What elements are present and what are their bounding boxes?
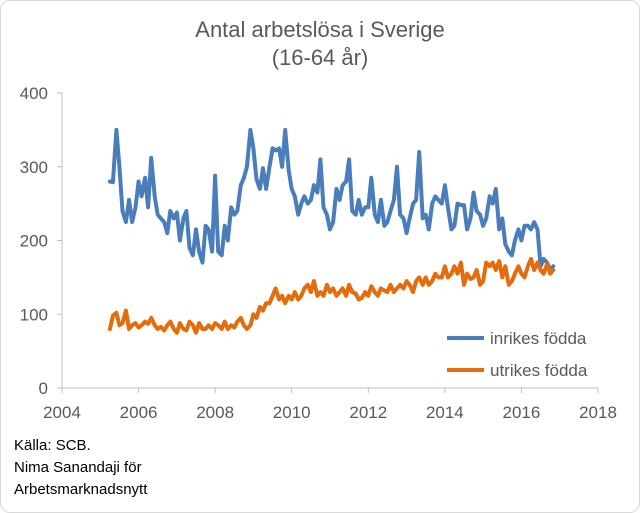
y-tick-label: 300 bbox=[20, 158, 48, 177]
x-tick-label: 2008 bbox=[196, 403, 234, 422]
y-tick-label: 0 bbox=[39, 379, 48, 398]
x-tick-label: 2004 bbox=[43, 403, 81, 422]
chart-title: Antal arbetslösa i Sverige bbox=[195, 17, 445, 42]
x-tick-label: 2016 bbox=[503, 403, 541, 422]
x-tick-label: 2014 bbox=[426, 403, 464, 422]
series-line-utrikes bbox=[107, 256, 556, 335]
y-tick-label: 400 bbox=[20, 84, 48, 103]
legend-item-utrikes-label: utrikes födda bbox=[490, 361, 588, 380]
x-tick-label: 2006 bbox=[120, 403, 158, 422]
source-line-3: Arbetsmarknadsnytt bbox=[14, 481, 148, 498]
chart-subtitle: (16-64 år) bbox=[271, 45, 369, 70]
x-tick-label: 2018 bbox=[579, 403, 617, 422]
x-tick-label: 2010 bbox=[273, 403, 311, 422]
legend-item-inrikes-label: inrikes födda bbox=[490, 329, 587, 348]
y-tick-label: 200 bbox=[20, 232, 48, 251]
source-line-2: Nima Sanandaji för bbox=[14, 459, 142, 476]
x-tick-label: 2012 bbox=[349, 403, 387, 422]
source-line-1: Källa: SCB. bbox=[14, 437, 91, 454]
series-line-inrikes bbox=[107, 127, 556, 272]
y-tick-label: 100 bbox=[20, 305, 48, 324]
